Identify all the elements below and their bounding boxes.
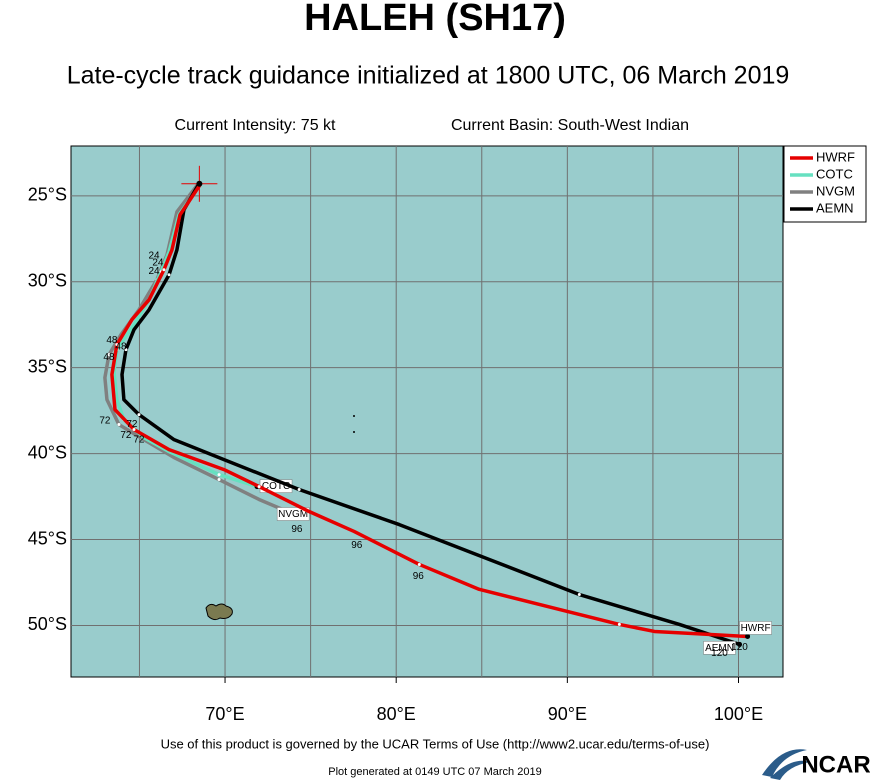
track-label: COTC xyxy=(262,481,290,492)
hour-label: 96 xyxy=(291,524,303,535)
track-label: NVGM xyxy=(278,509,308,520)
track-point xyxy=(124,348,128,352)
track-point xyxy=(417,562,421,566)
hour-label: 72 xyxy=(133,434,145,445)
x-tick-label: 80°E xyxy=(377,704,416,724)
y-tick-label: 30°S xyxy=(28,271,67,291)
y-tick-label: 40°S xyxy=(28,442,67,462)
island xyxy=(353,431,355,433)
plot-area xyxy=(70,145,784,678)
y-tick-label: 35°S xyxy=(28,356,67,376)
track-point xyxy=(617,622,621,626)
track xyxy=(110,183,748,639)
legend-label: NVGM xyxy=(816,183,855,198)
hour-label: 24 xyxy=(152,257,164,268)
ncar-logo-mark xyxy=(762,749,810,780)
island xyxy=(353,415,355,417)
track-point xyxy=(577,593,581,597)
x-tick-label: 100°E xyxy=(714,704,763,724)
hour-label: 120 xyxy=(731,642,748,653)
hour-label: 48 xyxy=(115,342,127,353)
track xyxy=(120,181,741,647)
hour-label: 72 xyxy=(120,430,132,441)
y-tick-label: 50°S xyxy=(28,614,67,634)
title: HALEH (SH17) xyxy=(304,0,566,39)
track-end xyxy=(737,641,743,647)
hour-label: 24 xyxy=(148,251,160,262)
footer: Use of this product is governed by the U… xyxy=(161,736,710,751)
ncar-logo: NCAR xyxy=(801,751,870,778)
track-point xyxy=(167,273,171,277)
track-point xyxy=(257,485,261,489)
track-point xyxy=(107,353,111,357)
track-point xyxy=(217,478,221,482)
hour-label: 96 xyxy=(351,540,363,551)
track-point xyxy=(297,488,301,492)
track-end xyxy=(745,633,751,639)
current-basin: Current Basin: South-West Indian xyxy=(451,117,689,134)
legend-label: COTC xyxy=(816,166,853,181)
hour-label: 48 xyxy=(103,352,115,363)
legend-label: HWRF xyxy=(816,149,855,164)
island xyxy=(205,603,233,621)
hour-label: 120 xyxy=(711,648,728,659)
hour-label: 24 xyxy=(148,266,160,277)
current-intensity: Current Intensity: 75 kt xyxy=(175,117,337,134)
y-tick-label: 25°S xyxy=(28,185,67,205)
track-label: AEMN xyxy=(705,643,734,654)
hour-label: 48 xyxy=(106,335,118,346)
subtitle: Late-cycle track guidance initialized at… xyxy=(67,62,790,90)
legend-label: AEMN xyxy=(816,200,854,215)
y-tick-label: 45°S xyxy=(28,528,67,548)
track-point xyxy=(115,343,119,347)
hour-label: 72 xyxy=(126,419,138,430)
track-point xyxy=(217,473,221,477)
hour-label: 72 xyxy=(99,416,111,427)
track-point xyxy=(162,268,166,272)
track-label: HWRF xyxy=(741,623,771,634)
generated-note: Plot generated at 0149 UTC 07 March 2019 xyxy=(328,766,541,778)
track-point xyxy=(137,413,141,417)
x-tick-label: 90°E xyxy=(548,704,587,724)
hour-label: 96 xyxy=(413,571,425,582)
track-point xyxy=(132,428,136,432)
current-position xyxy=(196,180,203,187)
x-tick-label: 70°E xyxy=(205,704,244,724)
track-label-box xyxy=(276,507,310,521)
track-label-box xyxy=(739,621,772,635)
track-point xyxy=(117,423,121,427)
track-label-box xyxy=(703,641,736,655)
